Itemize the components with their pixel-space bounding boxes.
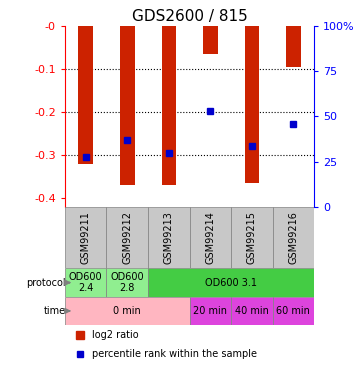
Text: OD600 3.1: OD600 3.1 xyxy=(205,278,257,288)
Text: percentile rank within the sample: percentile rank within the sample xyxy=(92,349,257,359)
Text: 20 min: 20 min xyxy=(193,306,227,316)
Bar xyxy=(161,26,176,185)
Text: OD600
2.4: OD600 2.4 xyxy=(69,272,103,293)
Bar xyxy=(120,26,135,185)
Bar xyxy=(231,297,273,325)
Bar xyxy=(190,297,231,325)
Bar xyxy=(231,207,273,268)
Bar xyxy=(78,26,93,164)
Bar xyxy=(148,268,314,297)
Text: GSM99214: GSM99214 xyxy=(205,211,215,264)
Bar xyxy=(203,26,218,54)
Bar xyxy=(244,26,259,183)
Bar xyxy=(273,207,314,268)
Text: OD600
2.8: OD600 2.8 xyxy=(110,272,144,293)
Bar xyxy=(286,26,301,67)
Bar xyxy=(106,207,148,268)
Text: GSM99216: GSM99216 xyxy=(288,211,298,264)
Text: time: time xyxy=(44,306,66,316)
Bar xyxy=(190,207,231,268)
Text: log2 ratio: log2 ratio xyxy=(92,330,139,340)
Title: GDS2600 / 815: GDS2600 / 815 xyxy=(132,9,247,24)
Text: 0 min: 0 min xyxy=(113,306,141,316)
Bar xyxy=(65,297,190,325)
Text: 40 min: 40 min xyxy=(235,306,269,316)
Bar xyxy=(65,207,106,268)
Text: protocol: protocol xyxy=(26,278,66,288)
Bar xyxy=(106,268,148,297)
Text: GSM99213: GSM99213 xyxy=(164,211,174,264)
Bar xyxy=(148,207,190,268)
Text: GSM99211: GSM99211 xyxy=(81,211,91,264)
Text: GSM99212: GSM99212 xyxy=(122,211,132,264)
Bar xyxy=(273,297,314,325)
Bar xyxy=(65,268,106,297)
Text: 60 min: 60 min xyxy=(277,306,310,316)
Text: GSM99215: GSM99215 xyxy=(247,211,257,264)
